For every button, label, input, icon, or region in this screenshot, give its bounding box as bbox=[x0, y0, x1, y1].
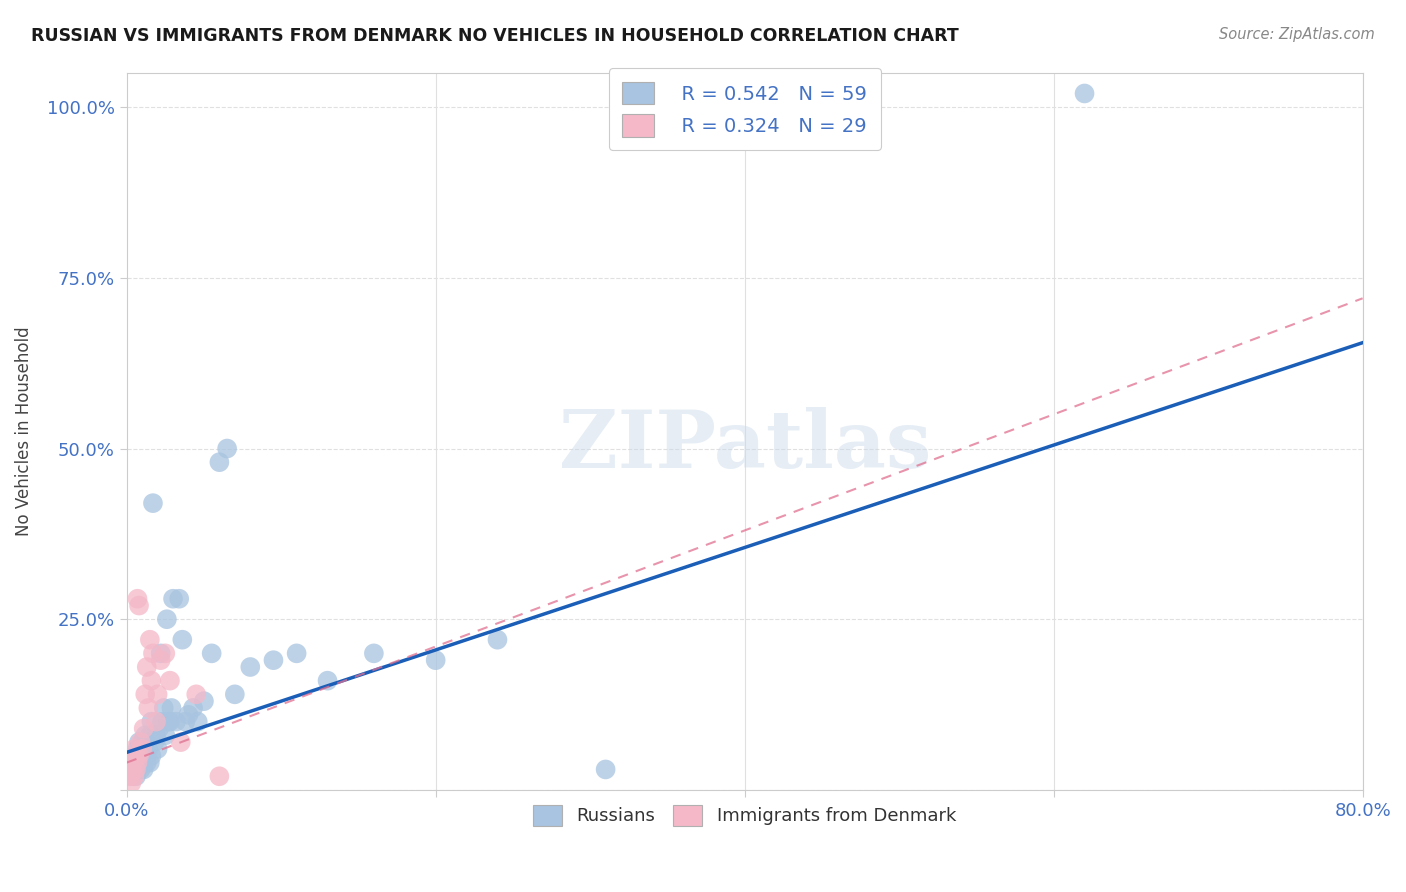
Text: ZIPatlas: ZIPatlas bbox=[558, 407, 931, 484]
Text: Source: ZipAtlas.com: Source: ZipAtlas.com bbox=[1219, 27, 1375, 42]
Point bbox=[167, 591, 190, 606]
Point bbox=[201, 646, 224, 660]
Point bbox=[139, 632, 162, 647]
Text: RUSSIAN VS IMMIGRANTS FROM DENMARK NO VEHICLES IN HOUSEHOLD CORRELATION CHART: RUSSIAN VS IMMIGRANTS FROM DENMARK NO VE… bbox=[31, 27, 959, 45]
Point bbox=[125, 769, 148, 783]
Point bbox=[125, 763, 148, 777]
Point bbox=[134, 748, 156, 763]
Point bbox=[143, 735, 166, 749]
Point bbox=[157, 714, 180, 729]
Point bbox=[172, 632, 194, 647]
Point bbox=[141, 673, 163, 688]
Point bbox=[217, 442, 239, 456]
Point bbox=[128, 735, 150, 749]
Point bbox=[120, 769, 142, 783]
Point bbox=[127, 591, 149, 606]
Point bbox=[135, 735, 157, 749]
Point bbox=[181, 701, 204, 715]
Point bbox=[125, 748, 148, 763]
Point bbox=[135, 660, 157, 674]
Point bbox=[156, 612, 179, 626]
Point bbox=[129, 748, 152, 763]
Point bbox=[595, 763, 617, 777]
Point bbox=[170, 735, 193, 749]
Point bbox=[1073, 87, 1095, 101]
Point bbox=[174, 714, 197, 729]
Point bbox=[142, 496, 165, 510]
Point bbox=[146, 742, 169, 756]
Point bbox=[131, 735, 153, 749]
Point bbox=[124, 763, 146, 777]
Point bbox=[159, 673, 181, 688]
Point bbox=[127, 742, 149, 756]
Point bbox=[136, 701, 159, 715]
Point bbox=[124, 769, 146, 783]
Point bbox=[134, 687, 156, 701]
Point bbox=[118, 769, 141, 783]
Point bbox=[142, 646, 165, 660]
Point bbox=[136, 742, 159, 756]
Point bbox=[285, 646, 308, 660]
Point bbox=[165, 714, 187, 729]
Point bbox=[152, 701, 174, 715]
Point bbox=[149, 646, 172, 660]
Point bbox=[122, 756, 145, 770]
Point bbox=[316, 673, 339, 688]
Point bbox=[134, 728, 156, 742]
Point bbox=[131, 756, 153, 770]
Point bbox=[129, 763, 152, 777]
Point bbox=[208, 769, 231, 783]
Point bbox=[425, 653, 447, 667]
Point bbox=[131, 742, 153, 756]
Point bbox=[128, 756, 150, 770]
Point bbox=[177, 707, 200, 722]
Point bbox=[139, 756, 162, 770]
Point bbox=[128, 599, 150, 613]
Point bbox=[159, 714, 181, 729]
Point bbox=[145, 714, 167, 729]
Point bbox=[160, 701, 183, 715]
Point bbox=[187, 714, 209, 729]
Point bbox=[141, 714, 163, 729]
Point bbox=[239, 660, 262, 674]
Point bbox=[208, 455, 231, 469]
Point bbox=[127, 763, 149, 777]
Point bbox=[193, 694, 215, 708]
Point bbox=[150, 714, 173, 729]
Point bbox=[124, 742, 146, 756]
Point bbox=[186, 687, 208, 701]
Y-axis label: No Vehicles in Household: No Vehicles in Household bbox=[15, 326, 32, 536]
Point bbox=[122, 756, 145, 770]
Point bbox=[132, 763, 155, 777]
Point bbox=[127, 756, 149, 770]
Point bbox=[162, 591, 184, 606]
Legend: Russians, Immigrants from Denmark: Russians, Immigrants from Denmark bbox=[524, 796, 965, 835]
Point bbox=[155, 646, 177, 660]
Point bbox=[149, 653, 172, 667]
Point bbox=[486, 632, 509, 647]
Point bbox=[129, 735, 152, 749]
Point bbox=[125, 748, 148, 763]
Point bbox=[148, 722, 170, 736]
Point bbox=[139, 728, 162, 742]
Point bbox=[155, 728, 177, 742]
Point bbox=[132, 722, 155, 736]
Point bbox=[132, 742, 155, 756]
Point bbox=[120, 763, 142, 777]
Point bbox=[224, 687, 246, 701]
Point bbox=[120, 776, 142, 790]
Point bbox=[128, 748, 150, 763]
Point bbox=[141, 748, 163, 763]
Point bbox=[135, 756, 157, 770]
Point bbox=[146, 687, 169, 701]
Point bbox=[145, 728, 167, 742]
Point bbox=[262, 653, 284, 667]
Point bbox=[363, 646, 385, 660]
